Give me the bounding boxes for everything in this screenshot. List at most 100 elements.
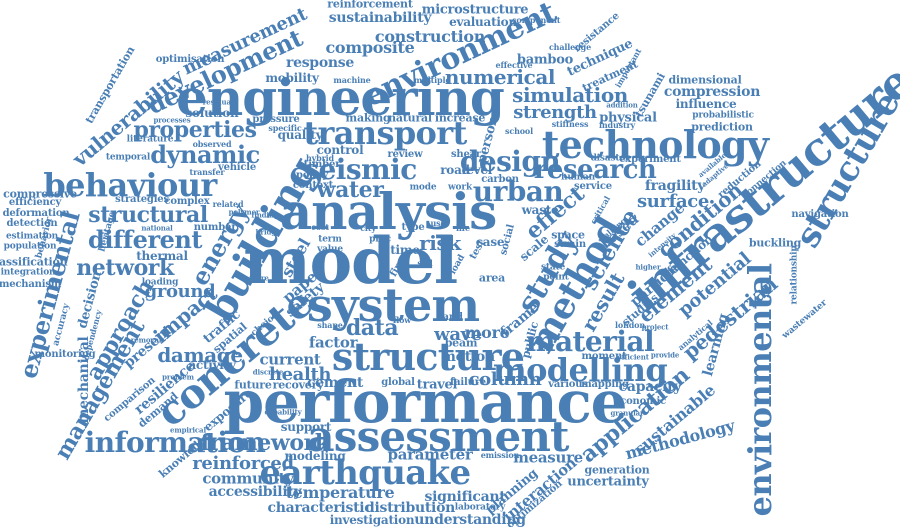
word: reinforced	[192, 453, 294, 474]
word: different	[88, 225, 202, 254]
word: global	[381, 377, 415, 388]
word: network	[76, 255, 174, 281]
word: removal	[130, 335, 162, 345]
word: transfer	[189, 167, 225, 177]
word: machine	[333, 75, 371, 85]
word: support	[280, 420, 332, 434]
word: area	[478, 271, 506, 285]
word: efficient	[617, 352, 649, 362]
word: challenge	[548, 42, 592, 52]
word: structural	[88, 202, 208, 228]
word: understanding	[414, 512, 526, 527]
word: wastewater	[780, 298, 829, 342]
word: space	[551, 228, 585, 242]
word: transport	[303, 114, 467, 152]
word: response	[285, 55, 355, 71]
word: microstructure	[421, 2, 529, 18]
word: time	[390, 243, 420, 257]
word: work	[447, 182, 473, 193]
word: probabilistic	[692, 110, 754, 121]
word: engineering	[176, 68, 505, 127]
word: type	[401, 222, 425, 233]
word: material	[525, 325, 655, 358]
word: physical	[599, 110, 657, 126]
word: strain	[554, 239, 586, 250]
word: feature	[241, 273, 269, 283]
word: integration	[0, 267, 56, 278]
word: capability	[264, 407, 302, 417]
word: hybrid	[306, 153, 334, 163]
word: fragility	[644, 178, 706, 194]
word: polymer	[228, 207, 260, 217]
word: solution	[185, 106, 239, 120]
word: research	[533, 155, 657, 185]
word: evaluation	[449, 15, 517, 29]
word: distribution	[364, 500, 456, 516]
word: investigation	[329, 513, 415, 527]
word: measure	[513, 448, 583, 467]
word: relationship	[789, 245, 800, 305]
word: literature	[126, 134, 174, 145]
word: multiple	[413, 75, 451, 85]
word: discrete	[252, 367, 284, 377]
word: parameter	[387, 445, 473, 464]
word: level	[461, 163, 493, 177]
word: shear	[450, 149, 482, 160]
word: sustainability	[328, 10, 432, 26]
word: flow	[392, 315, 412, 325]
word: economic	[614, 396, 666, 407]
word: bridge	[255, 227, 281, 237]
word: capacity	[618, 379, 682, 395]
word: surface	[636, 191, 710, 212]
word: strategies	[115, 194, 169, 205]
word: accessibility	[208, 484, 302, 500]
word: temporal	[105, 152, 151, 163]
word: dynamic	[150, 140, 260, 169]
word: thermal	[136, 249, 188, 263]
word: city	[360, 223, 376, 233]
word: water	[316, 177, 384, 203]
word: structure	[331, 334, 525, 379]
word: ground	[144, 281, 216, 302]
word: finding	[251, 210, 279, 220]
word: disaster	[590, 153, 630, 164]
word: quality	[277, 128, 323, 142]
word: bamboo	[516, 52, 574, 68]
word: design	[459, 145, 561, 178]
word: mapping	[581, 379, 629, 390]
word: generation	[584, 463, 650, 477]
word: reinforcement	[327, 0, 413, 11]
word: population	[3, 241, 57, 252]
word: earthquake	[259, 453, 472, 493]
word: construction	[374, 27, 486, 46]
word: human	[560, 172, 596, 183]
word: modelling	[492, 351, 668, 389]
word: detection	[6, 218, 58, 229]
word: point	[543, 272, 569, 283]
word: data	[345, 315, 399, 341]
word: compressive	[3, 187, 77, 201]
word: current	[259, 350, 321, 369]
word: various	[548, 379, 588, 390]
word: composite	[325, 38, 415, 57]
word: cement	[306, 375, 364, 391]
word: urban	[472, 175, 564, 208]
word: temperature	[285, 483, 395, 502]
word: navigation	[791, 209, 849, 220]
word: mechanism	[0, 279, 62, 290]
word: future	[234, 378, 272, 392]
word: factor	[308, 333, 358, 352]
word: test	[467, 238, 488, 262]
word: natural	[388, 111, 432, 125]
word: vehicle	[217, 162, 257, 173]
word: shape	[317, 320, 343, 330]
word: timber	[303, 159, 341, 170]
word: observed	[192, 139, 232, 149]
word: term	[318, 234, 342, 245]
word: recovery	[272, 378, 324, 392]
word: project	[641, 322, 669, 332]
word: more	[464, 323, 510, 342]
word: performance	[223, 368, 628, 436]
word: moment	[581, 351, 627, 362]
word: specific	[268, 123, 302, 133]
